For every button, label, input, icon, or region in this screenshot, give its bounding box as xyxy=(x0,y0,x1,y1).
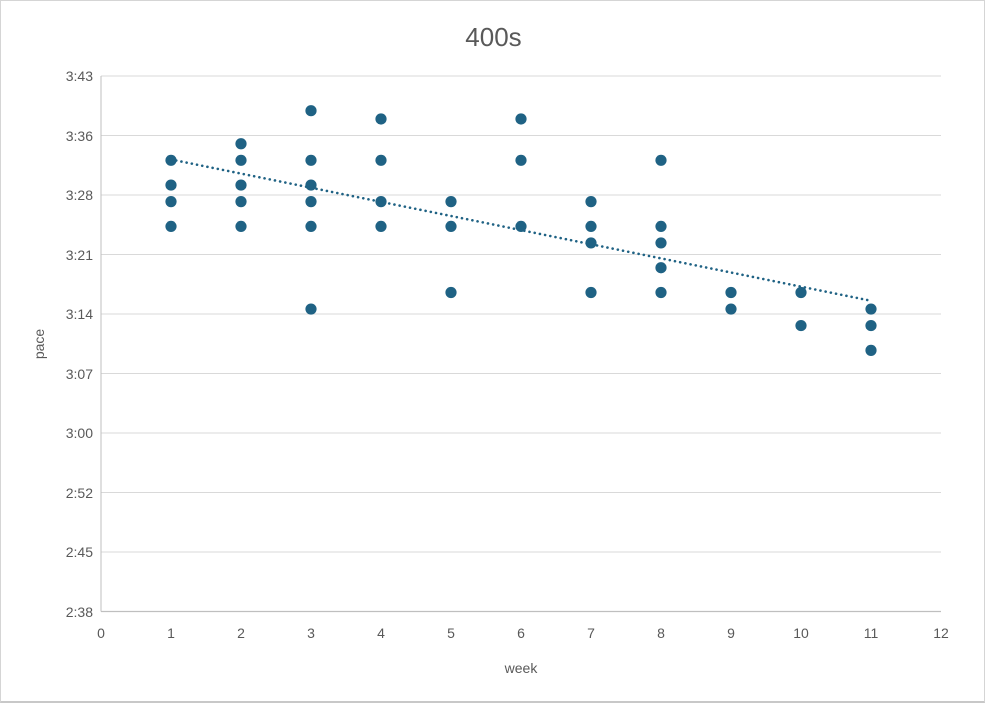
data-point[interactable] xyxy=(165,196,177,208)
data-point[interactable] xyxy=(585,196,597,208)
data-point[interactable] xyxy=(235,154,247,166)
data-point[interactable] xyxy=(515,113,527,125)
data-point[interactable] xyxy=(165,154,177,166)
data-point[interactable] xyxy=(165,179,177,191)
data-point[interactable] xyxy=(655,286,667,299)
data-point[interactable] xyxy=(655,262,667,274)
data-point[interactable] xyxy=(445,286,457,299)
data-point[interactable] xyxy=(235,196,247,208)
data-point[interactable] xyxy=(865,303,877,315)
chart-title: 400s xyxy=(465,22,522,52)
data-point[interactable] xyxy=(375,113,387,125)
data-point[interactable] xyxy=(305,154,317,166)
data-point[interactable] xyxy=(865,344,877,356)
data-point[interactable] xyxy=(235,179,247,191)
data-point[interactable] xyxy=(515,154,527,166)
data-point[interactable] xyxy=(655,154,667,166)
data-point[interactable] xyxy=(655,220,667,233)
data-point[interactable] xyxy=(235,220,247,233)
data-point[interactable] xyxy=(585,220,597,233)
data-point[interactable] xyxy=(165,220,177,233)
data-point[interactable] xyxy=(655,237,667,249)
x-axis-title: week xyxy=(504,660,538,676)
data-point[interactable] xyxy=(445,220,457,233)
data-point[interactable] xyxy=(865,319,877,332)
data-point[interactable] xyxy=(305,303,317,315)
data-point[interactable] xyxy=(725,286,737,299)
data-point[interactable] xyxy=(305,105,317,117)
data-point[interactable] xyxy=(235,138,247,150)
data-point[interactable] xyxy=(795,286,807,299)
data-point[interactable] xyxy=(515,220,527,233)
data-point[interactable] xyxy=(305,220,317,233)
data-point[interactable] xyxy=(445,196,457,208)
data-point[interactable] xyxy=(375,220,387,233)
data-point[interactable] xyxy=(375,196,387,208)
data-point[interactable] xyxy=(305,196,317,208)
data-point[interactable] xyxy=(585,286,597,299)
data-point[interactable] xyxy=(795,319,807,332)
data-point[interactable] xyxy=(725,303,737,315)
data-point[interactable] xyxy=(305,179,317,191)
data-point[interactable] xyxy=(375,154,387,166)
data-point[interactable] xyxy=(585,237,597,249)
